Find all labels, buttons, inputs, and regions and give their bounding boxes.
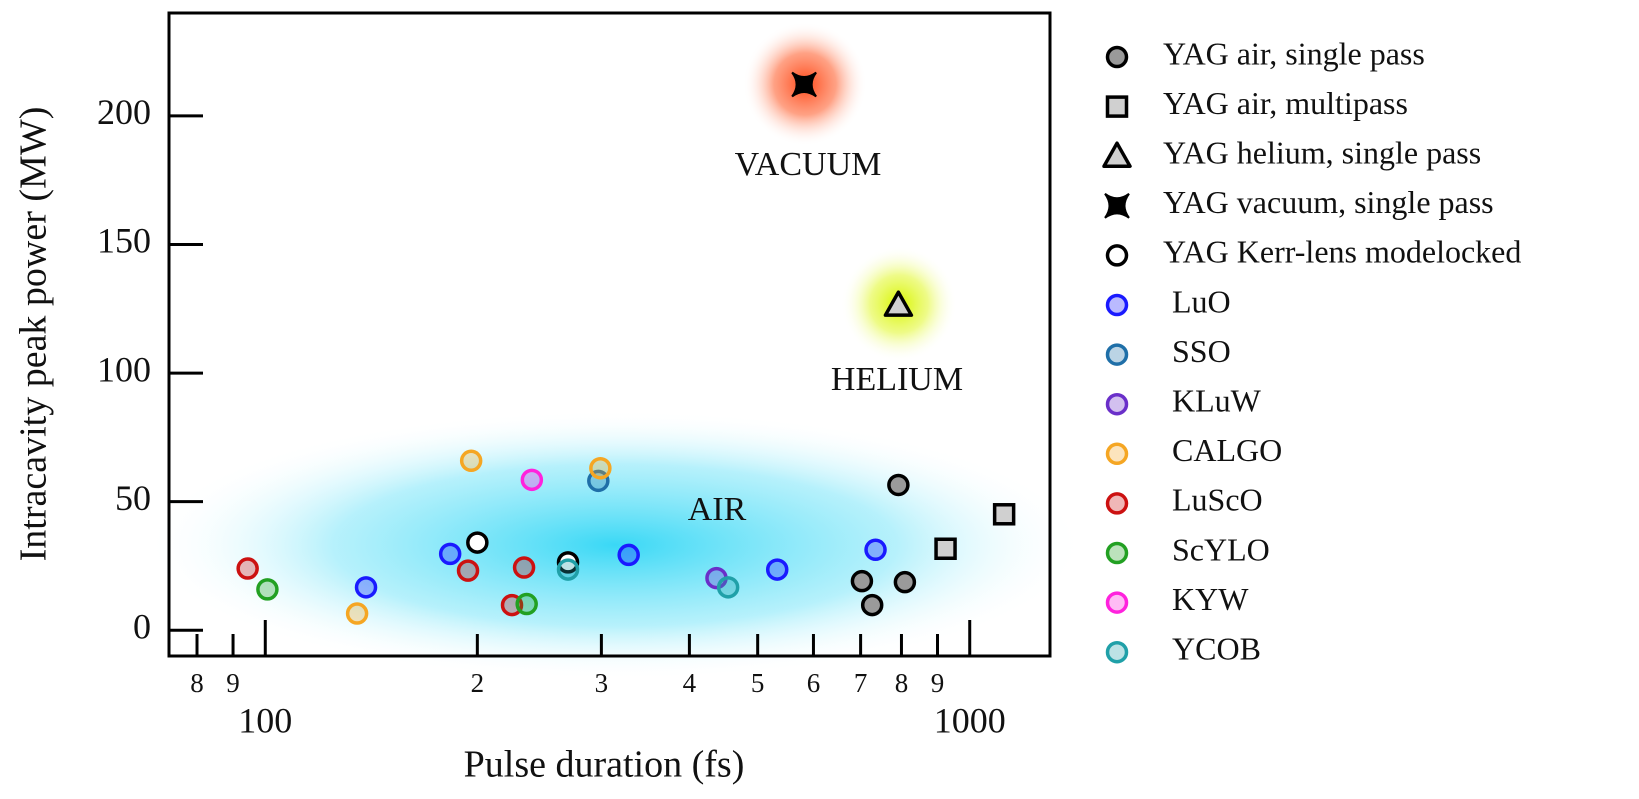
point [617, 543, 640, 567]
point [556, 551, 580, 574]
legend-marker [1104, 192, 1130, 219]
point [256, 578, 279, 601]
legend-marker [1105, 541, 1129, 565]
point [893, 570, 917, 594]
legend-marker [1105, 591, 1129, 614]
legend-marker [1105, 45, 1129, 69]
legend-label: YAG vacuum, single pass [1163, 184, 1494, 220]
glows [145, 22, 1085, 680]
x-tick-label: 2 [471, 668, 485, 698]
legend-label: KYW [1172, 581, 1249, 617]
legend-label: LuScO [1172, 482, 1263, 518]
legend-label: ScYLO [1172, 531, 1270, 567]
point [934, 537, 957, 560]
point [466, 531, 489, 554]
x-tick-label: 3 [595, 668, 609, 698]
legend-label: LuO [1172, 283, 1231, 319]
legend-marker [1105, 343, 1129, 366]
y-axis-label: Intracavity peak power (MW) [13, 107, 55, 562]
x-tick-label: 9 [931, 668, 945, 698]
legend-marker [1105, 293, 1129, 317]
legend-marker [1105, 392, 1129, 416]
point [438, 542, 462, 566]
point [887, 473, 910, 497]
y-tick-label: 100 [97, 349, 151, 389]
point [520, 468, 544, 492]
legend-label: YAG air, single pass [1163, 35, 1425, 71]
legend-label: CALGO [1172, 432, 1282, 468]
point [589, 456, 612, 480]
x-tick-label: 5 [751, 668, 765, 698]
x-tick-label: 4 [683, 668, 697, 698]
x-tick-label: 6 [807, 668, 821, 698]
legend-label: SSO [1172, 333, 1231, 369]
point [860, 593, 884, 617]
point [515, 592, 538, 616]
point [850, 569, 874, 593]
point [791, 71, 817, 98]
annotation: VACUUM [735, 146, 882, 183]
legend-label: YAG Kerr-lens modelocked [1163, 234, 1521, 270]
legend-marker [1105, 442, 1129, 466]
point [883, 290, 914, 317]
x-tick-label: 100 [238, 700, 292, 740]
point [345, 602, 369, 625]
point [354, 576, 378, 599]
point [992, 503, 1016, 526]
point [459, 449, 483, 473]
x-tick-label: 7 [854, 668, 868, 698]
air-glow [145, 410, 1085, 680]
legend-label: YAG air, multipass [1163, 85, 1408, 121]
point [864, 538, 887, 562]
point [765, 558, 789, 581]
legend-label: YAG helium, single pass [1163, 135, 1481, 171]
x-tick-label: 9 [226, 668, 240, 698]
x-axis-label: Pulse duration (fs) [464, 744, 745, 786]
point [236, 557, 259, 580]
y-tick-label: 150 [97, 221, 151, 261]
x-tick-label: 8 [190, 668, 204, 698]
legend-marker [1105, 244, 1129, 267]
legend-marker [1105, 640, 1129, 664]
point [716, 576, 740, 599]
y-tick-label: 50 [115, 478, 151, 518]
legend-marker [1102, 141, 1132, 168]
y-tick-label: 0 [133, 607, 151, 647]
legend-marker [1105, 492, 1129, 515]
legend-marker [1105, 95, 1129, 118]
x-tick-label: 1000 [934, 700, 1006, 740]
legend-label: YCOB [1172, 631, 1261, 667]
legend-label: KLuW [1172, 383, 1262, 419]
plot-frame [167, 11, 1052, 658]
point [556, 558, 580, 581]
y-tick-label: 200 [97, 92, 151, 132]
annotation: AIR [688, 491, 747, 528]
point [512, 556, 536, 579]
annotation: HELIUM [831, 361, 963, 398]
point [456, 559, 480, 582]
x-tick-label: 8 [895, 668, 909, 698]
